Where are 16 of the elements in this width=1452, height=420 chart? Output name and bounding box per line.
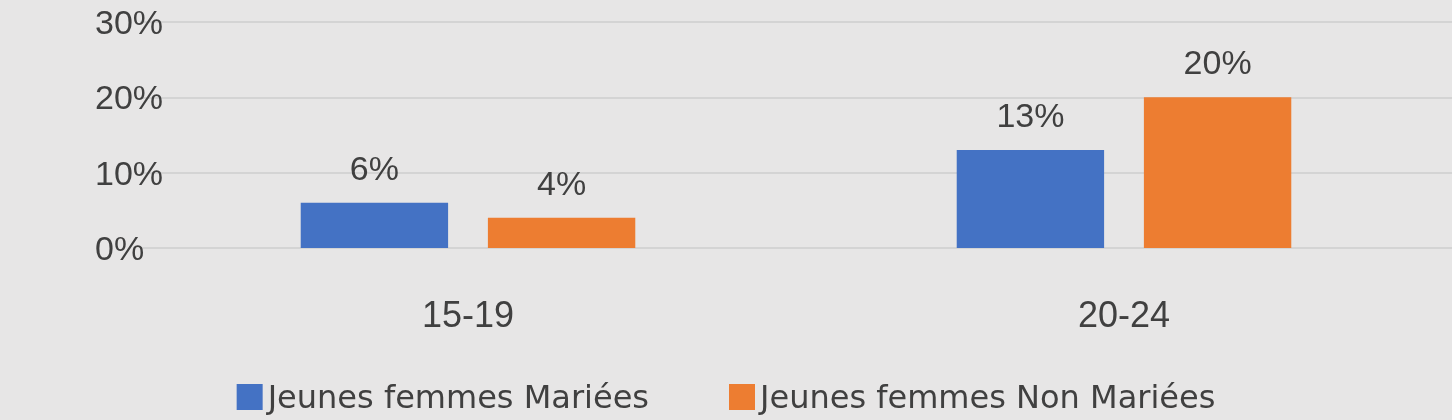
legend-label: Jeunes femmes Mariées [265, 378, 650, 416]
legend-label: Jeunes femmes Non Mariées [758, 378, 1216, 416]
y-tick-label: 10% [95, 153, 164, 192]
bar [487, 217, 636, 248]
y-tick-label: 0% [95, 229, 145, 267]
data-label: 13% [996, 96, 1065, 135]
bar [956, 150, 1105, 248]
data-label: 20% [1183, 43, 1252, 82]
data-label: 6% [349, 148, 399, 187]
x-tick-label: 15-19 [421, 293, 515, 335]
bar [1143, 97, 1292, 248]
data-label: 4% [537, 163, 587, 202]
y-tick-label: 20% [95, 78, 164, 117]
bar [300, 202, 449, 248]
x-tick-label: 20-24 [1077, 293, 1171, 335]
y-tick-label: 30% [95, 3, 164, 41]
